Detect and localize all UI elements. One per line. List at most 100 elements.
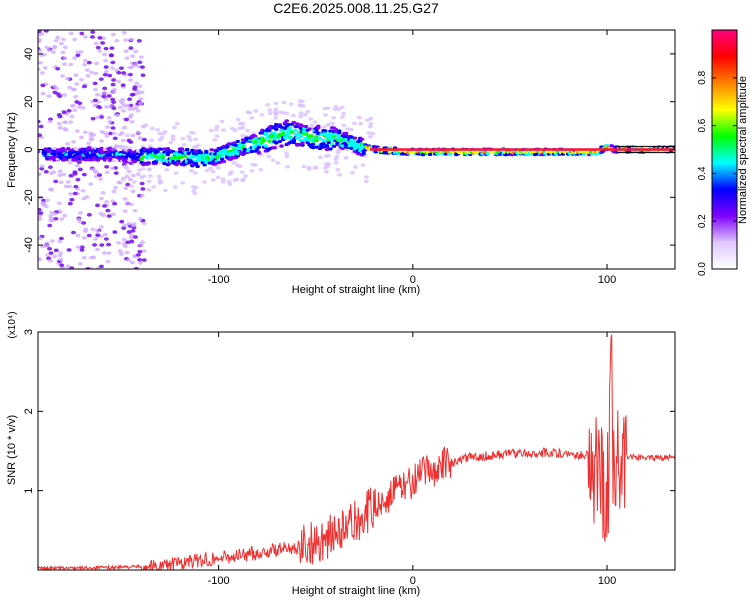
spectrogram-band-cell: [261, 138, 267, 143]
spectrogram-band-cell: [314, 128, 319, 133]
spectrogram-halo-cell: [297, 103, 303, 107]
spectrogram-ytick-label: -20: [23, 189, 35, 205]
spectrogram-halo-cell: [322, 106, 328, 111]
spectrogram-noise-cell: [122, 223, 128, 228]
spectrogram-noise-cell: [132, 208, 138, 213]
spectrogram-noise-cell: [72, 170, 78, 175]
spectrogram-band-cell: [321, 142, 326, 146]
spectrogram-noise-cell: [135, 253, 141, 257]
spectrogram-band-cell: [232, 141, 237, 145]
spectrogram-halo-cell: [231, 161, 237, 165]
spectrogram-panel: -100 0 100 -40 -20 0 20 40 Height of straight l…: [6, 29, 676, 296]
spectrogram-noise-cell: [93, 71, 99, 76]
spectrogram-noise-cell: [110, 60, 116, 65]
spectrogram-noise-cell: [134, 81, 140, 85]
spectrogram-noise-cell: [42, 66, 48, 70]
spectrogram-band-cell: [190, 148, 195, 153]
spectrogram-halo-cell: [298, 111, 304, 115]
spectrogram-halo-cell: [193, 137, 199, 142]
spectrogram-noise-cell: [129, 233, 135, 238]
spectrogram-noise-cell: [139, 181, 145, 186]
spectrogram-noise-cell: [127, 177, 133, 182]
spectrogram-noise-cell: [88, 131, 94, 136]
spectrogram-band-cell: [52, 146, 57, 151]
spectrogram-noise-cell: [123, 49, 129, 54]
spectrogram-band-cell: [223, 148, 228, 152]
spectrogram-halo-cell: [147, 167, 153, 172]
spectrogram-halo-cell: [172, 185, 178, 189]
spectrogram-band-cell: [295, 136, 300, 140]
spectrogram-noise-cell: [95, 203, 101, 208]
spectrogram-noise-cell: [101, 94, 107, 99]
spectrogram-noise-cell: [97, 36, 103, 40]
spectrogram-noise-cell: [111, 106, 117, 110]
spectrogram-halo-cell: [366, 131, 372, 135]
spectrogram-noise-cell: [82, 236, 88, 240]
spectrogram-noise-cell: [123, 244, 129, 249]
spectrogram-band-cell: [291, 120, 296, 125]
spectrogram-noise-cell: [76, 105, 82, 109]
spectrogram-noise-cell: [47, 246, 53, 251]
spectrogram-band-cell: [225, 144, 230, 149]
spectrogram-noise-cell: [110, 212, 116, 217]
spectrogram-band-cell: [193, 149, 199, 153]
spectrogram-band-cell: [149, 155, 155, 159]
spectrogram-band-cell: [316, 131, 321, 136]
spectrogram-halo-cell: [192, 171, 198, 175]
spectrogram-noise-cell: [63, 128, 69, 132]
spectrogram-noise-cell: [66, 248, 72, 252]
spectrogram-band-cell: [420, 152, 426, 157]
spectrogram-halo-cell: [273, 116, 279, 120]
spectrogram-band-cell: [188, 156, 193, 160]
spectrogram-noise-cell: [65, 76, 71, 81]
spectrogram-noise-cell: [105, 208, 111, 213]
spectrogram-noise-cell: [80, 188, 86, 193]
spectrogram-noise-cell: [84, 195, 90, 199]
spectrogram-noise-cell: [55, 92, 61, 96]
spectrogram-noise-cell: [124, 174, 130, 179]
spectrogram-noise-cell: [109, 46, 115, 50]
spectrogram-halo-cell: [323, 170, 329, 174]
spectrogram-noise-cell: [126, 221, 132, 226]
spectrogram-halo-cell: [302, 112, 308, 117]
spectrogram-band-cell: [186, 152, 192, 156]
spectrogram-band-cell: [344, 131, 349, 136]
spectrogram-noise-cell: [43, 30, 49, 33]
spectrogram-halo-cell: [220, 179, 226, 184]
spectrogram-noise-cell: [130, 173, 136, 178]
spectrogram-noise-cell: [67, 201, 73, 206]
spectrogram-noise-cell: [56, 121, 62, 126]
spectrogram-noise-cell: [69, 266, 75, 269]
spectrogram-halo-cell: [278, 110, 284, 115]
spectrogram-noise-cell: [82, 130, 88, 135]
spectrogram-noise-cell: [131, 223, 137, 228]
spectrogram-halo-cell: [360, 163, 366, 167]
spectrogram-noise-cell: [58, 41, 64, 46]
spectrogram-halo-cell: [325, 122, 331, 127]
spectrogram-noise-cell: [100, 191, 106, 195]
spectrogram-band-cell: [340, 144, 345, 148]
spectrogram-noise-cell: [38, 257, 43, 262]
spectrogram-band-cell: [335, 141, 340, 145]
spectrogram-noise-cell: [120, 138, 126, 143]
spectrogram-noise-cell: [132, 62, 138, 67]
spectrogram-band-cell: [71, 150, 76, 154]
spectrogram-noise-cell: [126, 230, 132, 234]
spectrogram-halo-cell: [308, 117, 314, 121]
spectrogram-noise-cell: [95, 115, 101, 120]
spectrogram-noise-cell: [73, 184, 79, 189]
spectrogram-halo-cell: [339, 115, 345, 119]
spectrogram-noise-cell: [99, 243, 105, 247]
spectrogram-band-cell: [43, 147, 48, 151]
spectrogram-halo-cell: [192, 191, 198, 196]
snr-xtick-label: 0: [410, 575, 416, 587]
snr-ytick-label: 2: [23, 408, 35, 414]
spectrogram-noise-cell: [50, 50, 56, 54]
spectrogram-band-cell: [263, 144, 269, 148]
spectrogram-noise-cell: [44, 198, 50, 203]
spectrogram-noise-cell: [120, 101, 126, 106]
spectrogram-noise-cell: [62, 213, 68, 218]
spectrogram-noise-cell: [95, 92, 101, 97]
spectrogram-ytick-label: 0: [23, 146, 35, 152]
spectrogram-noise-cell: [92, 98, 98, 103]
